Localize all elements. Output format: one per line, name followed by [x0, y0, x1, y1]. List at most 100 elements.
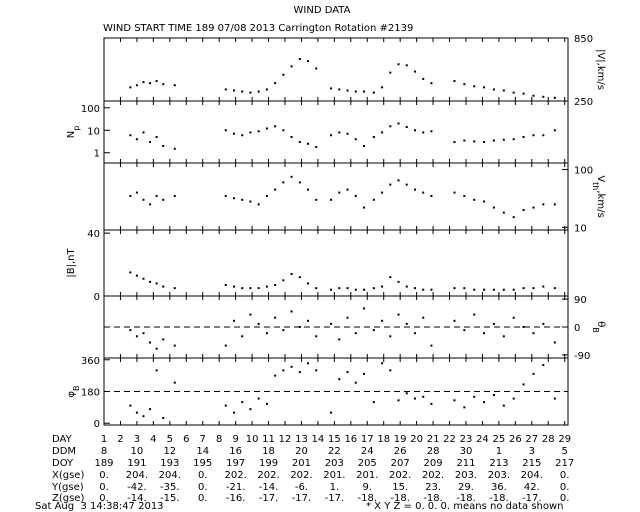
- panel-frame: [103, 37, 569, 102]
- data-point: [422, 191, 425, 194]
- data-point: [282, 129, 285, 132]
- data-point: [502, 89, 505, 92]
- data-point: [483, 86, 486, 89]
- y-axis-label-part: p: [72, 126, 81, 131]
- data-point: [381, 191, 384, 194]
- data-point: [463, 139, 466, 142]
- data-point: [532, 206, 535, 209]
- table-cell: 201.: [356, 470, 378, 481]
- table-cell: 215: [522, 458, 541, 469]
- table-cell: 203.: [455, 470, 477, 481]
- table-cell: 209: [424, 458, 443, 469]
- data-point: [162, 416, 165, 419]
- data-point: [338, 191, 341, 194]
- data-point: [492, 139, 495, 142]
- data-point: [135, 274, 138, 277]
- data-point: [389, 369, 392, 372]
- y-axis-label: Np: [66, 126, 81, 139]
- y-axis-label-part: φ: [66, 391, 77, 398]
- data-point: [142, 332, 145, 335]
- table-cell: -18.: [390, 493, 410, 504]
- table-cell: 10: [131, 446, 144, 457]
- table-cell: 7: [200, 434, 206, 445]
- data-point: [542, 95, 545, 98]
- data-point: [405, 125, 408, 128]
- data-point: [422, 288, 425, 291]
- data-point: [397, 399, 400, 402]
- data-point: [241, 134, 244, 137]
- data-point: [298, 58, 301, 60]
- table-cell: 0.: [198, 493, 208, 504]
- data-point: [346, 316, 349, 319]
- data-point: [290, 365, 293, 368]
- table-cell: 5: [167, 434, 173, 445]
- data-point: [512, 316, 515, 319]
- table-cell: 5: [562, 446, 568, 457]
- data-point: [232, 411, 235, 414]
- data-point: [532, 372, 535, 375]
- data-point: [232, 132, 235, 135]
- data-point: [405, 183, 408, 186]
- table-cell: 16: [229, 446, 242, 457]
- data-point: [512, 138, 515, 141]
- y-tick-label: -90: [574, 351, 590, 362]
- row-label: X(gse): [52, 470, 84, 481]
- data-point: [463, 83, 466, 86]
- y-tick-label: 90: [574, 295, 587, 306]
- table-cell: -16.: [226, 493, 246, 504]
- data-point: [430, 130, 433, 133]
- table-cell: 204.: [159, 470, 181, 481]
- table-cell: 8: [216, 434, 222, 445]
- table-cell: 205: [358, 458, 377, 469]
- table-cell: 0.: [99, 482, 109, 493]
- data-point: [307, 362, 310, 365]
- data-point: [282, 181, 285, 184]
- table-cell: 202.: [257, 470, 279, 481]
- data-point: [265, 194, 268, 197]
- data-point: [483, 200, 486, 203]
- data-point: [173, 381, 176, 384]
- table-cell: 36.: [491, 482, 507, 493]
- data-point: [338, 338, 341, 341]
- y-axis-label-part: |B|,nT: [66, 248, 77, 278]
- table-cell: 1: [101, 434, 107, 445]
- table-cell: 23.: [425, 482, 441, 493]
- table-cell: -17.: [522, 493, 542, 504]
- data-point: [155, 80, 158, 83]
- data-point: [307, 188, 310, 191]
- data-point: [483, 332, 486, 335]
- data-point: [162, 338, 165, 341]
- table-cell: 9.: [362, 482, 372, 493]
- table-cell: 202.: [389, 470, 411, 481]
- data-point: [173, 147, 176, 150]
- data-point: [372, 329, 375, 332]
- data-point: [422, 131, 425, 134]
- data-point: [473, 395, 476, 398]
- table-cell: 26: [394, 446, 407, 457]
- data-point: [553, 287, 556, 290]
- data-point: [483, 141, 486, 144]
- table-cell: 23: [460, 434, 473, 445]
- data-point: [522, 383, 525, 386]
- data-point: [463, 194, 466, 197]
- data-point: [155, 369, 158, 372]
- data-point: [274, 284, 277, 286]
- table-cell: 189: [94, 458, 113, 469]
- data-point: [142, 277, 145, 280]
- table-cell: -14.: [259, 482, 279, 493]
- table-cell: 20: [295, 446, 308, 457]
- data-point: [149, 341, 152, 344]
- data-point: [473, 140, 476, 143]
- data-point: [413, 188, 416, 191]
- data-point: [149, 82, 152, 85]
- row-label: DDM: [52, 446, 76, 457]
- data-point: [492, 206, 495, 209]
- data-point: [224, 129, 227, 132]
- data-point: [413, 70, 416, 73]
- data-point: [149, 280, 152, 283]
- data-point: [512, 216, 515, 219]
- data-point: [330, 87, 333, 90]
- data-point: [232, 319, 235, 322]
- data-point: [162, 198, 165, 201]
- data-point: [354, 288, 357, 291]
